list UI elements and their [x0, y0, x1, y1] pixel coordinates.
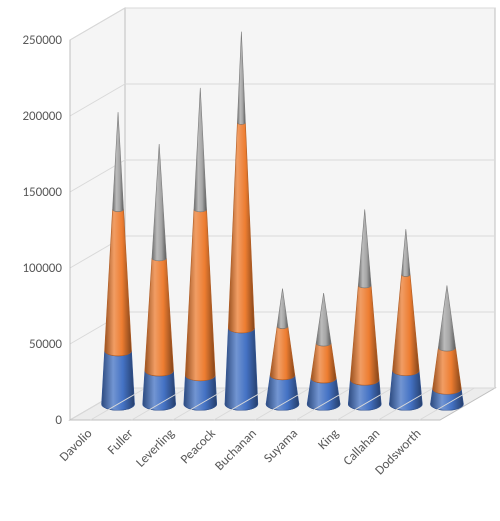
cone-segment: [266, 375, 299, 410]
y-axis-label: 150000: [22, 185, 62, 200]
category-label: King: [315, 426, 342, 453]
y-axis-label: 50000: [29, 337, 62, 352]
y-axis-label: 250000: [22, 33, 62, 48]
category-label: Davolio: [57, 426, 96, 465]
cone-segment: [225, 328, 258, 410]
category-label: Buchanan: [212, 426, 260, 474]
stacked-cone-chart: 0 50000 100000 150000 200000 250000 Davolio Ful…: [0, 0, 500, 521]
category-label: Fuller: [105, 426, 137, 458]
y-axis-label: 0: [55, 413, 62, 428]
y-axis-label: 100000: [22, 261, 62, 276]
cone-segment: [102, 351, 135, 410]
category-label: Leverling: [133, 426, 177, 470]
category-label: Suyama: [261, 426, 301, 466]
back-wall: [125, 8, 495, 388]
category-label: Peacock: [178, 426, 219, 467]
y-axis-label: 200000: [22, 109, 62, 124]
